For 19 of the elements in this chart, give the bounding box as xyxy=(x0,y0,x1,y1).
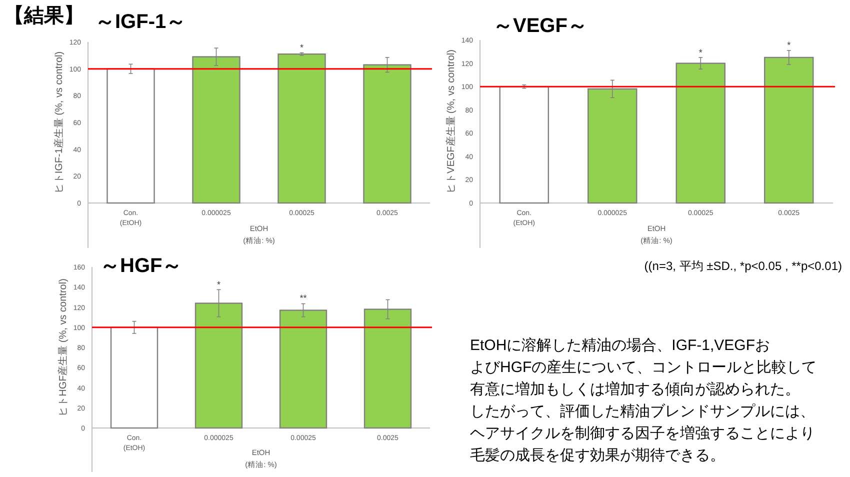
text: よびHGFの産生について、コントロールと比較して xyxy=(470,359,817,376)
annotation: * xyxy=(216,280,221,290)
text: ヘアサイクルを制御する因子を増強することにより xyxy=(470,425,815,442)
text: したがって、評価した精油ブレンドサンプルには、 xyxy=(470,403,815,420)
text: EtOHに溶解した精油の場合、IGF-1,VEGFお xyxy=(470,337,770,354)
y-axis-title: ヒトIGF-1産生量 (%, vs control) xyxy=(53,51,65,194)
chart-title: ～HGF～ xyxy=(100,255,182,277)
text: ((n=3, 平均 ±SD., *p<0.05 , **p<0.01) xyxy=(644,259,842,273)
chart-title: ～VEGF～ xyxy=(493,15,588,37)
text: 【結果】 xyxy=(4,5,84,27)
annotation: ** xyxy=(300,293,308,304)
text: 有意に増加もしくは増加する傾向が認められた。 xyxy=(470,381,800,398)
annotation: * xyxy=(787,40,792,50)
y-axis-title: ヒトHGF産生量 (%, vs control) xyxy=(57,278,69,416)
y-axis-title: ヒトVEGF産生量 (%, vs control) xyxy=(445,50,457,194)
chart-title: ～IGF-1～ xyxy=(95,11,186,33)
annotation: * xyxy=(300,42,304,53)
annotation: * xyxy=(698,47,703,58)
text: 毛髪の成長を促す効果が期待できる。 xyxy=(470,447,725,464)
